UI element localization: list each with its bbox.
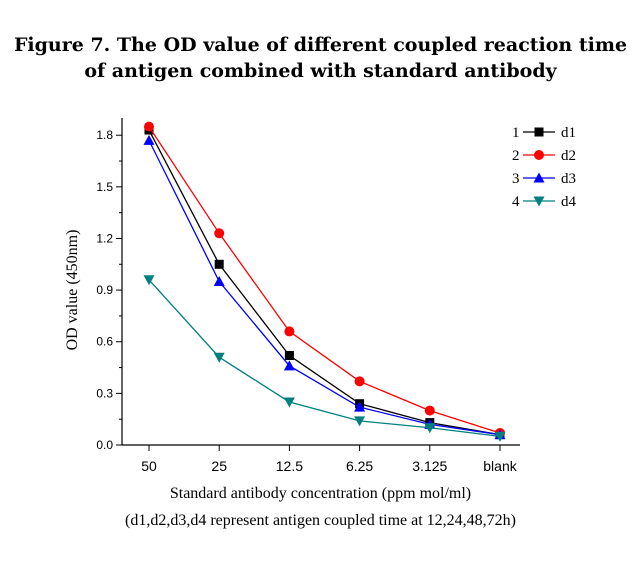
legend-item-d4: 4 d4 — [512, 194, 577, 210]
y-tick-label: 1.2 — [96, 231, 113, 245]
x-tick-label: blank — [483, 458, 517, 474]
line-chart: 0.0 0.3 0.6 0.9 1.2 1.5 1.8 50 25 12.5 6.25 3.125 bl… — [64, 118, 577, 474]
legend-label: d2 — [561, 148, 576, 164]
legend-index: 4 — [512, 194, 520, 210]
series-line-d1 — [148, 129, 501, 436]
y-tick-label: 0.3 — [96, 386, 113, 400]
x-tick-label: 3.125 — [412, 458, 447, 474]
x-tick-label: 6.25 — [346, 458, 373, 474]
legend-label: d4 — [561, 194, 577, 210]
data-point-d3 — [283, 360, 295, 371]
data-point-d4 — [213, 352, 225, 363]
legend-label: d3 — [561, 171, 576, 187]
data-point-d2 — [354, 376, 365, 387]
chart-title-line-1: Figure 7. The OD value of different coup… — [13, 34, 628, 56]
legend-item-d3: 3 d3 — [512, 171, 576, 187]
data-point-d3 — [143, 134, 155, 145]
legend-index: 1 — [512, 125, 520, 141]
legend: 1 d1 2 d2 3 d3 4 d4 — [512, 125, 577, 210]
legend-index: 3 — [512, 171, 520, 187]
series-note: (d1,d2,d3,d4 represent antigen coupled t… — [124, 512, 516, 529]
legend-marker — [534, 150, 544, 160]
y-tick-label: 0.9 — [96, 283, 113, 297]
data-point-d2 — [144, 121, 154, 132]
legend-label: d1 — [561, 125, 576, 141]
chart-title-line-2: of antigen combined with standard antibo… — [84, 60, 557, 82]
series-d2 — [144, 121, 505, 438]
data-point-d2 — [424, 405, 435, 416]
data-point-d4 — [494, 431, 506, 442]
legend-marker — [533, 172, 545, 183]
data-point-d1 — [214, 259, 224, 269]
data-point-d3 — [213, 276, 225, 286]
y-axis-label: OD value (450nm) — [64, 230, 81, 351]
x-tick-label: 50 — [141, 458, 157, 474]
x-tick-label: 25 — [211, 458, 227, 474]
data-point-d4 — [354, 416, 366, 427]
legend-item-d2: 2 d2 — [512, 148, 576, 164]
axes: 0.0 0.3 0.6 0.9 1.2 1.5 1.8 50 25 12.5 6.25 3.125 bl… — [96, 118, 520, 474]
data-point-d2 — [214, 228, 225, 239]
data-point-d2 — [284, 326, 295, 337]
y-tick-label: 0.6 — [96, 335, 113, 349]
series-layer — [143, 121, 506, 442]
legend-marker — [533, 196, 545, 207]
data-point-d4 — [283, 397, 295, 408]
data-point-d4 — [424, 423, 436, 434]
series-d4 — [143, 275, 506, 442]
series-d1 — [144, 125, 505, 440]
legend-index: 2 — [512, 148, 520, 164]
legend-item-d1: 1 d1 — [512, 125, 576, 141]
y-tick-label: 1.5 — [96, 180, 113, 194]
series-line-d2 — [148, 126, 501, 434]
x-axis-label: Standard antibody concentration (ppm mol… — [169, 485, 472, 502]
y-tick-label: 1.8 — [96, 128, 113, 142]
series-d3 — [143, 134, 506, 440]
y-tick-label: 0.0 — [96, 438, 113, 452]
data-point-d3 — [354, 401, 366, 412]
data-point-d1 — [284, 351, 294, 361]
data-point-d4 — [143, 275, 155, 286]
series-line-d4 — [148, 279, 501, 438]
series-line-d3 — [148, 140, 501, 436]
x-tick-label: 12.5 — [276, 458, 303, 474]
legend-marker — [534, 127, 544, 137]
